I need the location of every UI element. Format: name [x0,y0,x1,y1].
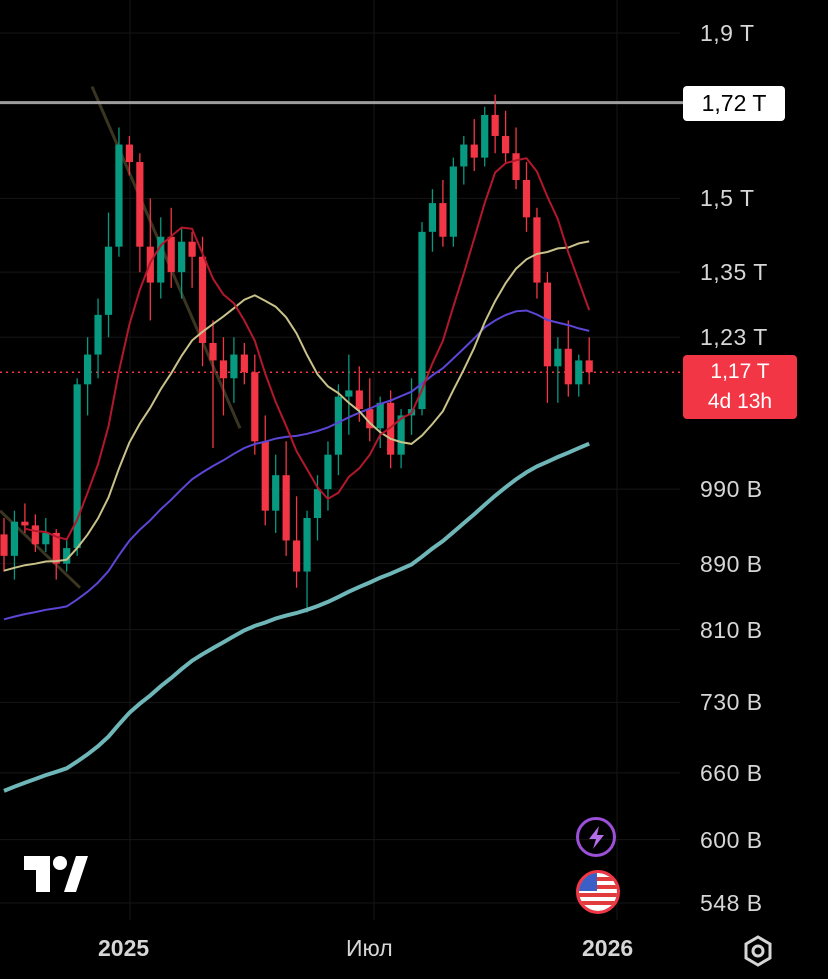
candle-body [522,179,531,218]
candle-body [428,203,437,232]
candle-body [460,144,468,167]
candle-body [52,532,60,564]
candle-body [293,540,301,572]
candle-body [167,236,175,273]
candle-body [251,372,259,442]
settings-gear-icon[interactable] [740,933,776,969]
candle-body [31,525,39,545]
candle-body [470,144,478,158]
candles [0,94,593,613]
candle-body [94,314,102,355]
candle-body [439,203,447,237]
candle-body [355,390,363,410]
candle-body [449,166,457,237]
y-tick-label: 1,5 T [700,185,755,212]
candle-body [230,354,238,379]
y-tick-label: 1,23 T [700,324,768,351]
candle-body [554,348,562,367]
tradingview-logo-icon[interactable] [24,856,88,892]
candle-body [178,241,186,273]
candle-body [115,144,123,247]
candle-body [198,256,207,343]
candle-body [575,360,583,385]
candle-body [188,241,196,257]
moving-average-short [24,157,591,541]
candle-body [502,135,510,154]
candle-body [282,475,290,541]
candle-body [84,354,92,385]
candle-body [240,354,248,373]
y-tick-label: 600 B [700,826,763,853]
candle-body [21,521,29,526]
candle-body [313,489,322,519]
candle-body [512,153,520,180]
x-tick-2025: 2025 [98,935,150,961]
candle-body [481,114,489,158]
last-price-badge: 1,17 T 4d 13h [683,355,797,420]
candle-body [387,402,395,455]
lightning-icon[interactable] [576,817,616,857]
countdown-label: 4d 13h [707,390,773,414]
moving-average-mid [3,240,590,572]
y-tick-label: 1,35 T [700,259,768,286]
candle-body [10,521,19,556]
candle-body [324,454,332,490]
candle-body [418,231,426,410]
moving-average-long [3,309,590,621]
candle-body [73,384,81,549]
us-flag-icon[interactable] [576,870,620,914]
candle-body [63,548,71,564]
candle-body [136,162,144,247]
candle-body [533,217,541,283]
candle-body [543,282,551,367]
candle-body [104,246,113,315]
candle-body [397,415,405,455]
candle-body [334,396,342,455]
last-price-label: 1,17 T [710,360,770,384]
y-tick-label: 990 B [700,476,763,503]
candle-body [272,475,280,511]
y-tick-label: 548 B [700,890,763,916]
candle-body [564,348,572,385]
candle-body [376,402,384,429]
candle-body [125,144,133,163]
y-tick-label: 810 B [700,616,763,643]
x-tick-jul: Июл [346,935,393,961]
candle-body [0,534,8,556]
moving-average-200 [3,441,590,793]
candle-body [261,441,269,511]
y-tick-label: 1,9 T [700,20,755,46]
candle-body [491,114,499,136]
candle-body [345,390,353,397]
candle-body [585,360,593,373]
y-tick-label: 660 B [700,759,763,786]
candle-body [157,236,165,283]
grid [0,0,680,920]
x-tick-2026: 2026 [582,935,634,961]
trendline [90,85,242,429]
candle-body [42,532,50,545]
candle-body [209,342,217,361]
horizontal-level-label: 1,72 T [683,85,785,121]
y-tick-label: 890 B [700,550,763,577]
candle-body [366,409,374,429]
y-tick-label: 730 B [700,689,763,716]
candle-body [303,518,311,572]
candle-body [219,360,228,379]
